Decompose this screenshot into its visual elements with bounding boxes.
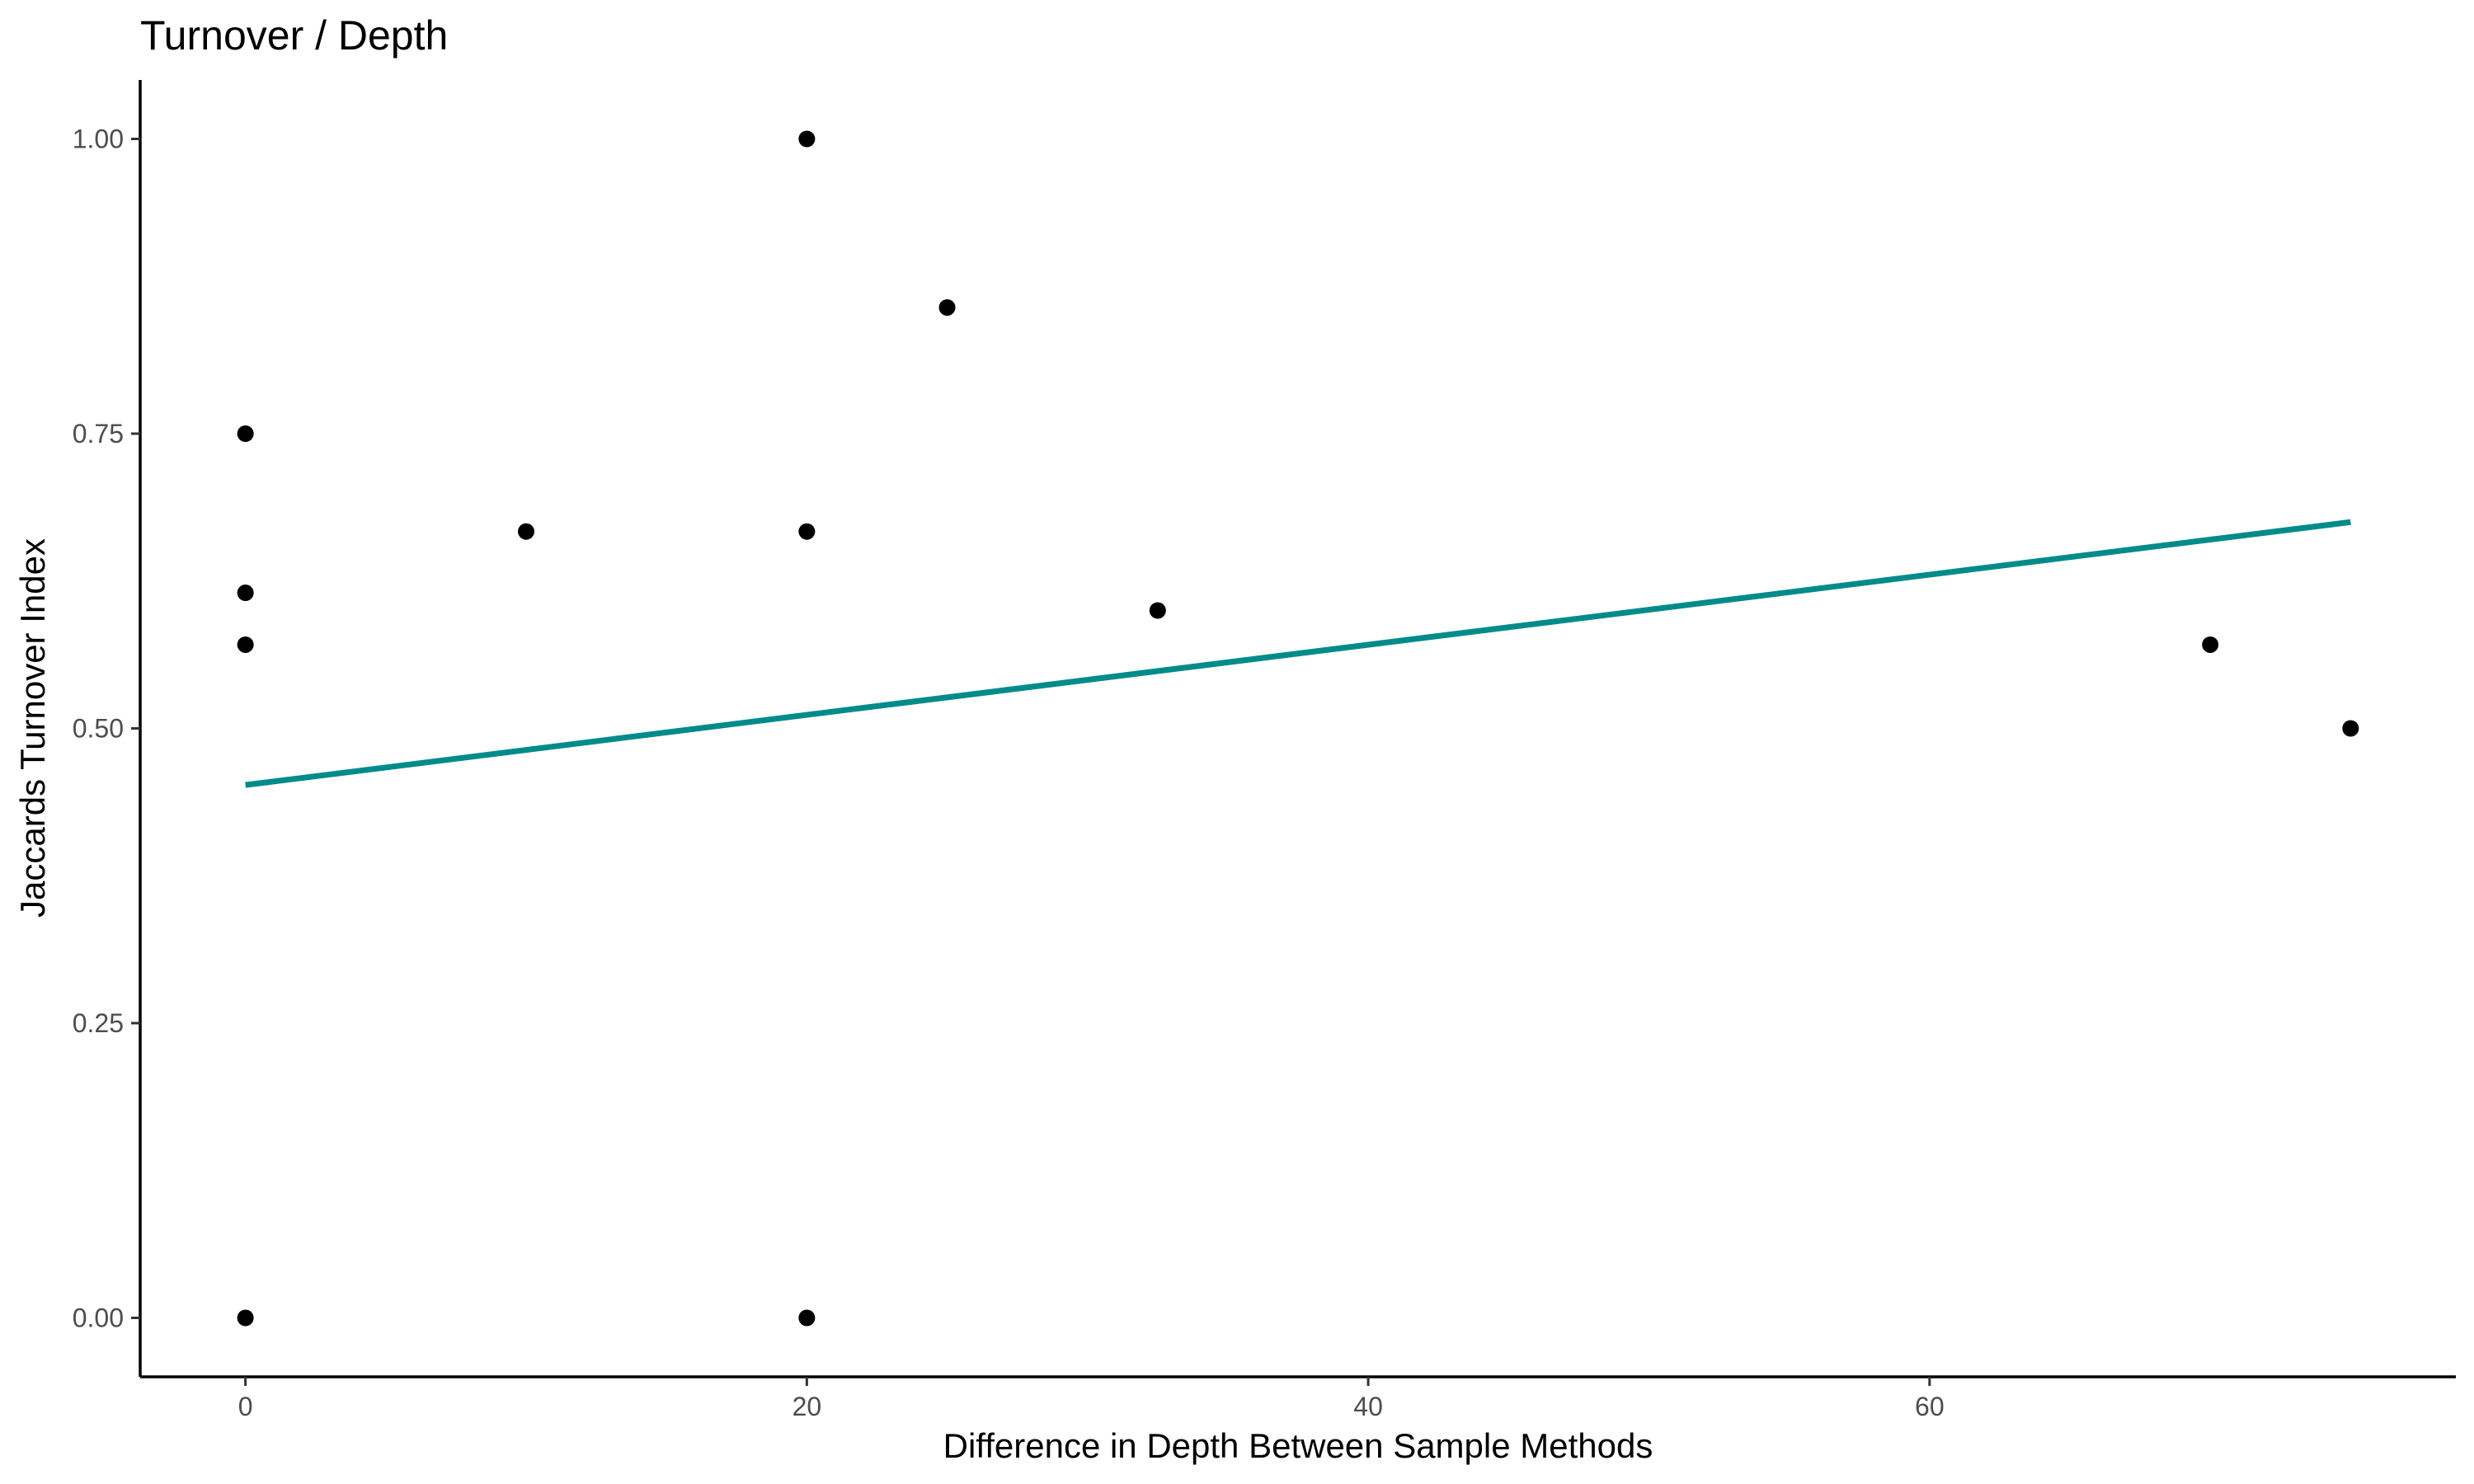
x-axis-ticks: 0 20 40 60 (238, 1377, 1945, 1421)
data-point (798, 523, 816, 540)
y-axis-ticks: 0.00 0.25 0.50 0.75 1.00 (73, 124, 140, 1333)
data-point (237, 425, 254, 442)
x-axis-title: Difference in Depth Between Sample Metho… (943, 1426, 1653, 1465)
data-point (237, 585, 254, 602)
y-tick-label: 1.00 (73, 124, 124, 154)
data-point (1149, 602, 1166, 619)
data-point (237, 1309, 254, 1327)
y-tick-label: 0.25 (73, 1008, 124, 1038)
trend-line-layer (245, 519, 2351, 788)
data-point (798, 1309, 816, 1327)
y-tick-label: 0.75 (73, 419, 124, 448)
y-tick-label: 0.00 (73, 1303, 124, 1333)
data-point (518, 523, 534, 540)
plot-area: 0.00 0.25 0.50 0.75 1.00 0 20 40 60 (73, 80, 2456, 1421)
y-tick-label: 0.50 (73, 714, 124, 744)
x-tick-label: 60 (1915, 1392, 1945, 1421)
trend-line (245, 519, 2351, 788)
x-tick-label: 0 (238, 1392, 253, 1421)
x-tick-label: 40 (1353, 1392, 1383, 1421)
chart-title: Turnover / Depth (140, 12, 448, 59)
x-tick-label: 20 (793, 1392, 822, 1421)
data-points (237, 130, 2359, 1327)
data-point (2202, 636, 2219, 653)
data-point (237, 636, 254, 653)
data-point (938, 298, 956, 316)
data-point (798, 130, 816, 148)
data-point (2342, 720, 2359, 737)
y-axis-title: Jaccards Turnover Index (13, 538, 52, 918)
